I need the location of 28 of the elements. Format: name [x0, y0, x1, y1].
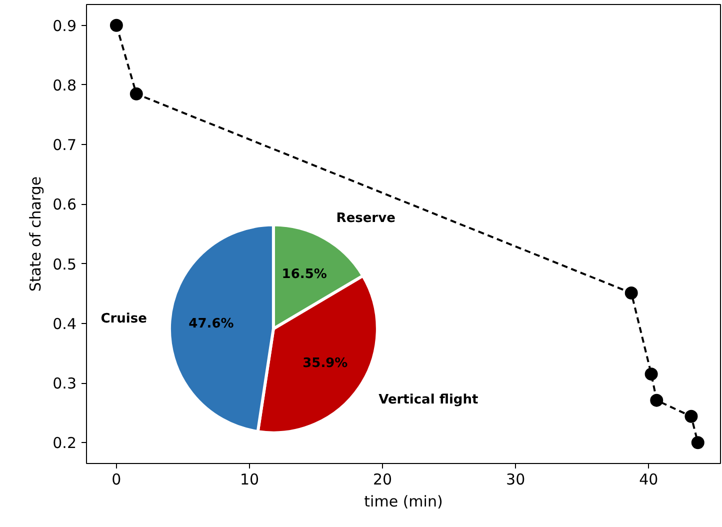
point — [624, 286, 638, 300]
slice-label: Vertical flight — [378, 392, 478, 408]
point — [110, 18, 123, 32]
y-tick-label: 0.5 — [52, 255, 77, 274]
x-tick-label: 40 — [639, 470, 658, 488]
x-tick-label: 0 — [112, 470, 122, 488]
y-tick-label: 0.3 — [52, 374, 77, 393]
y-tick-label: 0.4 — [52, 314, 77, 333]
x-axis-title: time (min) — [364, 492, 443, 510]
y-axis-title: State of charge — [26, 176, 45, 292]
y-tick-label: 0.2 — [52, 434, 77, 452]
y-tick-label: 0.9 — [52, 16, 77, 35]
point — [130, 87, 143, 100]
point — [684, 410, 698, 423]
y-tick-label: 0.7 — [52, 136, 77, 154]
y-tick-label: 0.6 — [52, 196, 77, 214]
x-tick-label: 30 — [506, 470, 526, 488]
data-label: 47.6% — [188, 316, 234, 332]
x-tick-label: 20 — [373, 470, 392, 488]
slice-label: Cruise — [100, 312, 148, 327]
point — [644, 368, 658, 381]
y-tick-label: 0.8 — [52, 76, 77, 94]
point — [691, 436, 704, 450]
slice-label: Reserve — [336, 211, 396, 226]
point — [650, 394, 664, 407]
data-label: 16.5% — [282, 267, 327, 282]
data-label: 35.9% — [302, 356, 348, 372]
x-tick-label: 10 — [240, 470, 260, 488]
